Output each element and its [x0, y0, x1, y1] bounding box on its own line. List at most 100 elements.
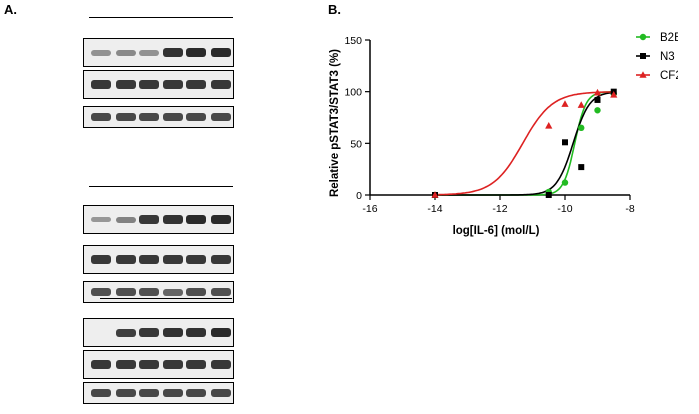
data-point-cf2: [593, 88, 602, 96]
blot-band: [91, 113, 111, 121]
blot-stat3: [83, 70, 234, 99]
x-tick-label: -12: [492, 203, 507, 215]
y-tick-label: 100: [344, 87, 362, 99]
blot-band: [186, 255, 206, 264]
data-point-cf2: [610, 90, 618, 98]
blot-band: [91, 288, 111, 296]
concentration-line: [100, 298, 232, 299]
blot-band: [139, 80, 159, 89]
data-point-b2b: [578, 124, 585, 132]
blot-band: [163, 48, 183, 57]
x-axis-title: log[IL-6] (mol/L): [453, 225, 540, 237]
blot-band: [139, 360, 159, 369]
legend-marker: [639, 71, 647, 78]
blot-band: [186, 113, 206, 121]
x-tick-label: -10: [557, 203, 572, 215]
x-tick-label: -16: [362, 203, 377, 215]
blot-band: [186, 288, 206, 296]
blot-band: [116, 216, 136, 223]
blot-band: [91, 217, 111, 222]
blot-band: [211, 389, 231, 397]
blot-band: [139, 49, 159, 56]
blot-band: [211, 215, 231, 224]
data-point-n3: [594, 96, 601, 103]
blot-band: [163, 80, 183, 89]
x-tick-label: -14: [427, 203, 442, 215]
legend-label: B2B: [660, 32, 678, 44]
blot-band: [91, 360, 111, 369]
blot-band: [186, 215, 206, 224]
blot-band: [139, 328, 159, 337]
data-point-cf2: [431, 191, 439, 198]
blot-band: [116, 113, 136, 121]
blot-pstat3: [83, 205, 234, 234]
y-axis-title: Relative pSTAT3/STAT3 (%): [329, 49, 341, 197]
blot-band: [163, 113, 183, 121]
data-point-cf2: [545, 121, 553, 129]
legend-label: CF2: [660, 70, 678, 82]
blot-band: [116, 255, 136, 264]
panel-b-label: B.: [328, 2, 341, 17]
blot-band: [163, 215, 183, 224]
blot-band: [186, 80, 206, 89]
blot-band: [163, 328, 183, 337]
y-tick-label: 50: [350, 138, 362, 150]
blot-band: [116, 49, 136, 56]
blot-band: [139, 113, 159, 121]
legend-marker: [640, 53, 646, 59]
blot-band: [163, 255, 183, 264]
blot-stat3: [83, 245, 234, 274]
blot-band: [116, 80, 136, 89]
fit-curve-cf2: [435, 91, 614, 196]
data-point-n3: [545, 192, 552, 198]
blot-band: [211, 288, 231, 296]
blot-band: [211, 80, 231, 89]
fit-curve-n3: [435, 91, 614, 196]
blot-band: [139, 288, 159, 296]
blot-band: [211, 360, 231, 369]
blot-band: [91, 389, 111, 397]
blot-band: [116, 360, 136, 369]
blot-stat3: [83, 350, 234, 379]
blot-band: [163, 389, 183, 397]
data-point-cf2: [577, 101, 585, 108]
blot-band: [163, 288, 183, 296]
blot-band: [186, 389, 206, 397]
blot-pstat3: [83, 38, 234, 67]
blot-band: [139, 389, 159, 397]
blot-band: [211, 48, 231, 57]
data-point-b2b: [594, 107, 601, 114]
dose-response-chart: -16 -14 -12 -10 -8 0 50 100 150 B2B N3 CF2 Relative…: [329, 32, 678, 237]
blot-band: [139, 255, 159, 264]
blot-band: [186, 48, 206, 57]
data-point-n3: [562, 139, 568, 146]
data-point-cf2: [561, 100, 569, 107]
blot-gapdh: [83, 382, 234, 404]
panel-a-label: A.: [4, 2, 17, 17]
blot-band: [163, 360, 183, 369]
data-point-b2b: [561, 179, 569, 186]
blot-pstat3: [83, 318, 234, 347]
legend-marker: [639, 33, 647, 41]
y-tick-label: 0: [356, 190, 362, 202]
blot-gapdh: [83, 106, 234, 128]
blot-band: [116, 288, 136, 296]
blot-band: [211, 113, 231, 121]
blot-band: [91, 49, 111, 56]
blot-band: [211, 255, 231, 264]
concentration-line: [89, 17, 233, 18]
concentration-line: [89, 186, 233, 187]
blot-band: [116, 328, 136, 337]
blot-band: [186, 360, 206, 369]
x-tick-label: -8: [625, 203, 634, 215]
y-tick-label: 150: [344, 35, 362, 47]
blot-band: [116, 389, 136, 397]
blot-band: [139, 215, 159, 224]
data-point-n3: [578, 164, 585, 171]
legend-label: N3: [660, 51, 675, 63]
blot-band: [91, 80, 111, 89]
blot-gapdh: [83, 281, 234, 303]
blot-band: [211, 328, 231, 337]
blot-band: [186, 328, 206, 337]
blot-band: [91, 255, 111, 264]
